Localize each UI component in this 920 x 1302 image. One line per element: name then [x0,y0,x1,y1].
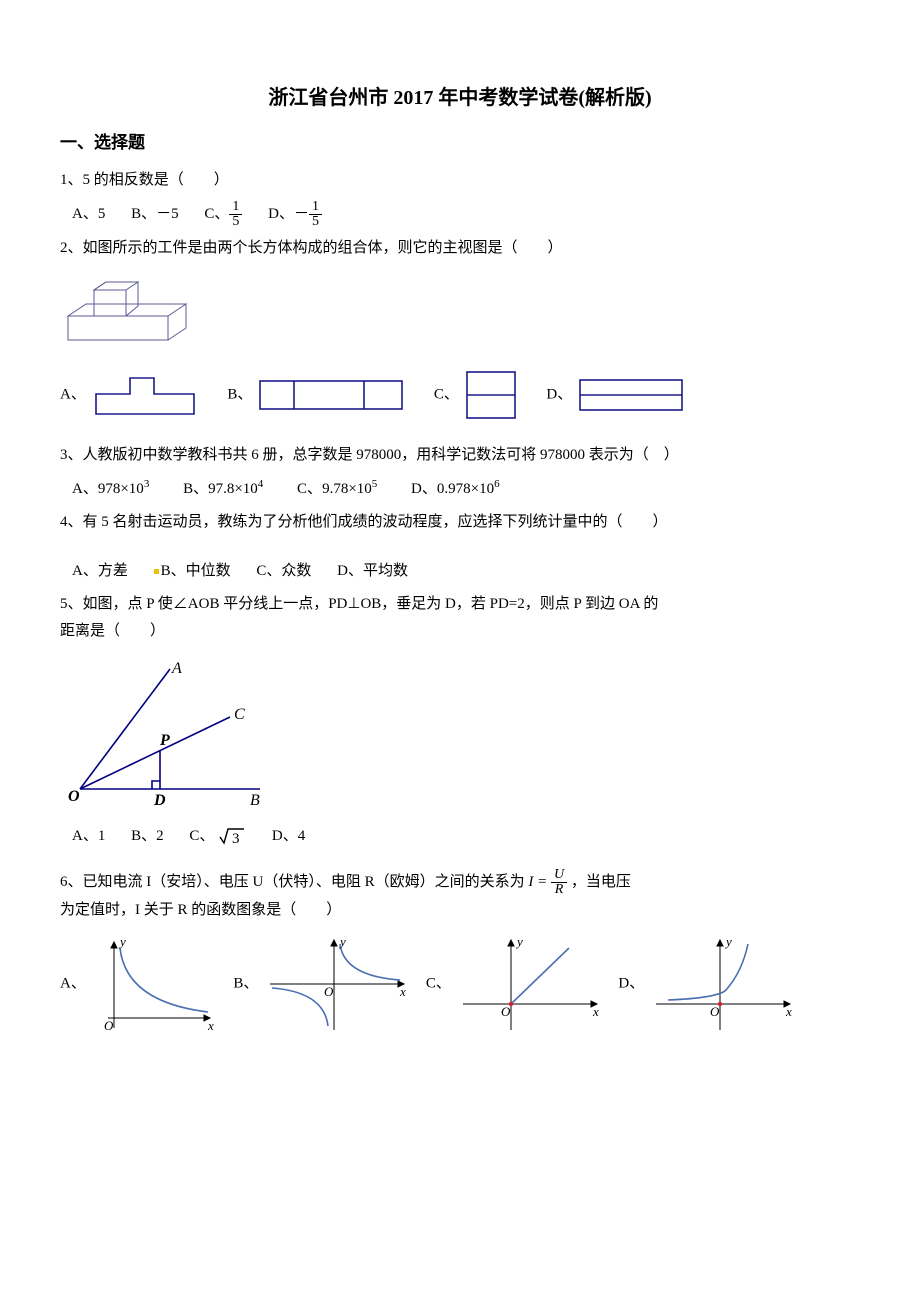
q6-opt-c: C、 y x O [426,934,605,1034]
q6-opt-d: D、 y x O [618,934,798,1034]
q2-text: 2、如图所示的工件是由两个长方体构成的组合体，则它的主视图是（ ） [60,240,563,256]
q5-label-a: A [171,660,182,677]
q2-opt-c: C、 [434,368,519,422]
q2-opt-b-icon [256,377,406,413]
svg-text:x: x [592,1004,599,1019]
q4-opt-c: C、众数 [256,558,311,585]
svg-text:O: O [324,984,334,999]
q5-opt-a: A、1 [72,823,105,850]
svg-text:y: y [724,934,732,949]
q1-opt-b: B、－5 [131,201,179,228]
q2-opt-a: A、 [60,372,200,418]
svg-text:x: x [399,984,406,999]
q3-opt-b: B、97.8×104 [183,475,263,503]
highlight-dot-icon [154,569,159,574]
q2-opt-d: D、 [546,376,686,414]
q1-opt-d: D、－15 [268,200,322,229]
q3-opt-d: D、0.978×106 [411,475,500,503]
q4-opt-b: B、中位数 [154,558,231,585]
q2-opt-d-icon [576,376,686,414]
q6-opt-c-icon: y x O [455,934,605,1034]
svg-text:O: O [710,1004,720,1019]
question-5: 5、如图，点 P 使∠AOB 平分线上一点，PD⊥OB，垂足为 D，若 PD=2… [60,591,860,645]
svg-text:3: 3 [232,831,240,847]
q4-text: 4、有 5 名射击运动员，教练为了分析他们成绩的波动程度，应选择下列统计量中的（… [60,514,668,530]
q2-opt-b: B、 [227,377,406,413]
svg-text:x: x [207,1018,214,1033]
svg-text:y: y [338,934,346,949]
q5-line1: 5、如图，点 P 使∠AOB 平分线上一点，PD⊥OB，垂足为 D，若 PD=2… [60,591,860,618]
q3-options: A、978×103 B、97.8×104 C、9.78×105 D、0.978×… [72,475,860,503]
q3-opt-c: C、9.78×105 [297,475,377,503]
q5-label-p: P [159,732,170,749]
q6-formula-lhs: I = [528,874,547,890]
q5-options: A、1 B、2 C、 3 D、4 [72,823,860,850]
question-3: 3、人教版初中数学教科书共 6 册，总字数是 978000，用科学记数法可将 9… [60,442,860,469]
q2-opt-c-icon [463,368,519,422]
q5-opt-b: B、2 [131,823,164,850]
q6-options: A、 y x O B、 y x O C、 [60,934,860,1034]
q3-opt-a: A、978×103 [72,475,149,503]
sqrt-icon: 3 [218,825,246,847]
q1-options: A、5 B、－5 C、15 D、－15 [72,200,860,229]
svg-text:O: O [501,1004,511,1019]
svg-text:y: y [515,934,523,949]
q6-line1-post: ，当电压 [571,874,631,890]
svg-text:y: y [118,934,126,949]
q1-opt-c: C、15 [204,200,242,229]
q6-opt-a-icon: y x O [90,934,220,1034]
q4-options: A、方差 B、中位数 C、众数 D、平均数 [72,558,860,585]
q4-opt-d: D、平均数 [337,558,408,585]
q5-line2: 距离是（ ） [60,618,860,645]
q5-label-d: D [153,792,166,809]
q5-figure: A C P O D B [60,659,860,809]
q6-opt-b-icon: y x O [262,934,412,1034]
q2-opt-a-icon [90,372,200,418]
q5-label-c: C [234,706,245,723]
q4-opt-a: A、方差 [72,558,128,585]
q1-opt-a: A、5 [72,201,105,228]
q6-frac: UR [551,868,567,897]
q5-label-o: O [68,788,80,805]
q6-opt-a: A、 y x O [60,934,220,1034]
question-1: 1、5 的相反数是（ ） [60,167,860,194]
q2-figure [60,272,860,352]
page-title: 浙江省台州市 2017 年中考数学试卷(解析版) [60,80,860,116]
svg-text:O: O [104,1018,114,1033]
section-1-header: 一、选择题 [60,128,860,159]
q5-opt-d: D、4 [272,823,305,850]
q6-line1-pre: 6、已知电流 I（安培）、电压 U（伏特）、电阻 R（欧姆）之间的关系为 [60,874,528,890]
q5-label-b: B [250,792,260,809]
q6-opt-d-icon: y x O [648,934,798,1034]
q6-line2: 为定值时，I 关于 R 的函数图象是（ ） [60,897,860,924]
q2-3d-icon [60,272,200,352]
q3-text: 3、人教版初中数学教科书共 6 册，总字数是 978000，用科学记数法可将 9… [60,447,679,463]
question-2: 2、如图所示的工件是由两个长方体构成的组合体，则它的主视图是（ ） [60,235,860,262]
question-4: 4、有 5 名射击运动员，教练为了分析他们成绩的波动程度，应选择下列统计量中的（… [60,509,860,536]
question-6: 6、已知电流 I（安培）、电压 U（伏特）、电阻 R（欧姆）之间的关系为 I =… [60,868,860,924]
q5-diagram-icon: A C P O D B [60,659,280,809]
q1-text: 1、5 的相反数是（ ） [60,172,229,188]
q2-options: A、 B、 C、 D、 [60,368,860,422]
q6-opt-b: B、 y x O [233,934,412,1034]
q5-opt-c: C、 3 [189,823,246,850]
svg-text:x: x [785,1004,792,1019]
